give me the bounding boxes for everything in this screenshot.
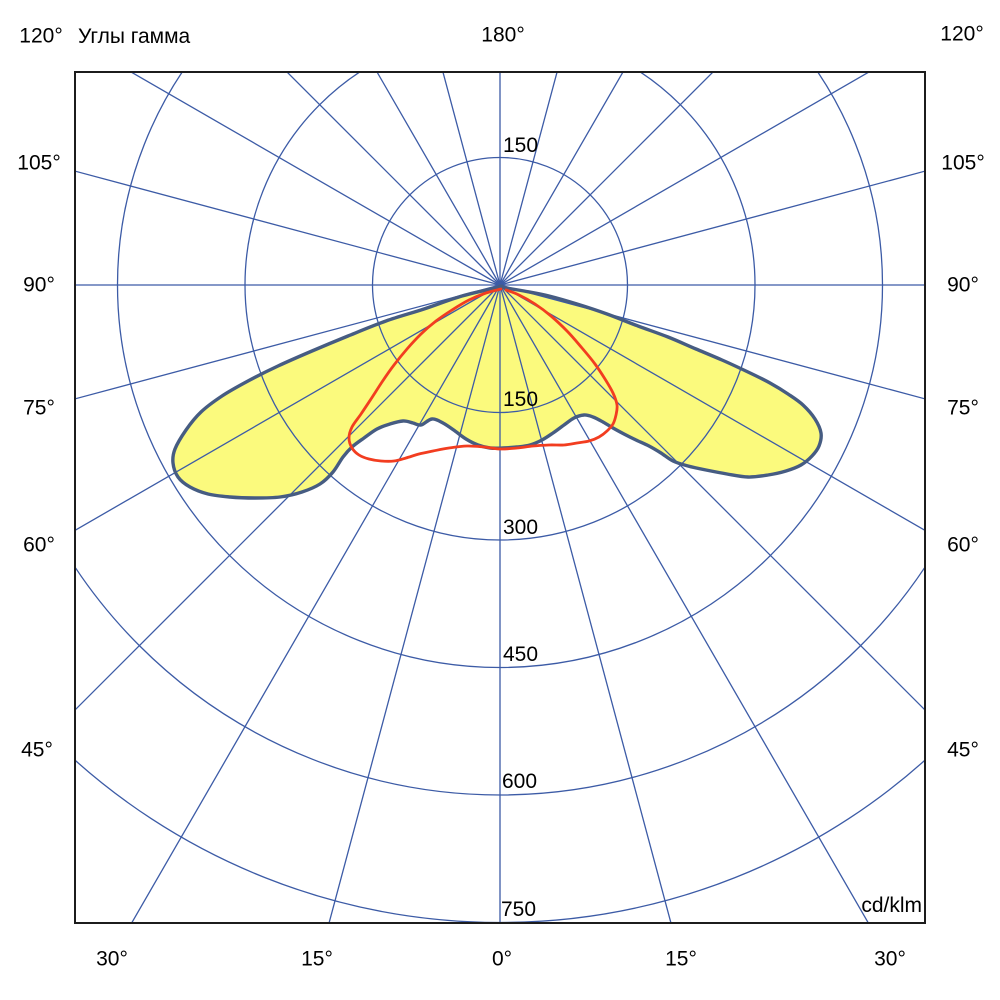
grid-ray-left-105: [75, 170, 501, 286]
top-angle-label-2: 120°: [940, 22, 984, 46]
ring-value-label-3: 450: [503, 643, 539, 666]
ring-value-label-5: 750: [501, 898, 537, 921]
ring-value-label-1: 150: [503, 388, 539, 411]
bottom-angle-label-0: 30°: [96, 947, 128, 971]
gamma-angle-label-left-60: 60°: [23, 533, 55, 557]
top-angle-label-1: 180°: [481, 23, 525, 47]
grid-ray-right-120: [499, 72, 871, 286]
bottom-angle-label-2: 0°: [491, 947, 513, 971]
gamma-angle-label-right-105: 105°: [941, 151, 985, 175]
bottom-angle-label-1: 15°: [301, 947, 333, 971]
top-angle-label-0: 120°: [19, 24, 63, 48]
gamma-angle-label-right-45: 45°: [947, 738, 979, 762]
beam-curve-red: [347, 287, 619, 463]
gamma-angle-label-right-90: 90°: [947, 273, 979, 297]
grid-ray-left-45: [75, 284, 501, 711]
chart-title: Углы гамма: [78, 25, 191, 48]
bottom-angle-label-4: 30°: [874, 947, 906, 971]
grid-ray-left-75: [75, 284, 501, 400]
gamma-angle-label-left-75: 75°: [23, 396, 55, 420]
ring-value-label-0: 150: [503, 134, 539, 157]
gamma-angle-label-right-60: 60°: [947, 533, 979, 557]
gamma-angle-label-left-45: 45°: [21, 738, 53, 762]
grid-ray-left-15: [328, 284, 501, 923]
grid-ray-right-150: [499, 72, 624, 286]
grid-ray-right-105: [499, 170, 925, 286]
grid-ray-right-75: [499, 284, 925, 400]
grid-ray-left-120: [129, 72, 501, 286]
grid-ray-right-15: [499, 284, 672, 923]
unit-label: cd/klm: [861, 894, 922, 917]
ring-value-label-4: 600: [502, 770, 538, 793]
grid-ray-right-165: [499, 72, 558, 286]
grid-ray-left-150: [376, 72, 501, 286]
ring-value-label-2: 300: [503, 516, 539, 539]
beam-area-fill: [172, 286, 822, 498]
plot-border: [74, 71, 926, 924]
gamma-angle-label-right-75: 75°: [947, 396, 979, 420]
gamma-angle-label-left-90: 90°: [23, 273, 55, 297]
grid-ray-left-165: [442, 72, 501, 286]
grid-ray-right-135: [499, 72, 714, 286]
gamma-angle-label-left-105: 105°: [17, 151, 61, 175]
grid-ray-left-135: [286, 72, 501, 286]
grid-ray-right-30: [499, 284, 870, 923]
bottom-angle-label-3: 15°: [665, 947, 697, 971]
